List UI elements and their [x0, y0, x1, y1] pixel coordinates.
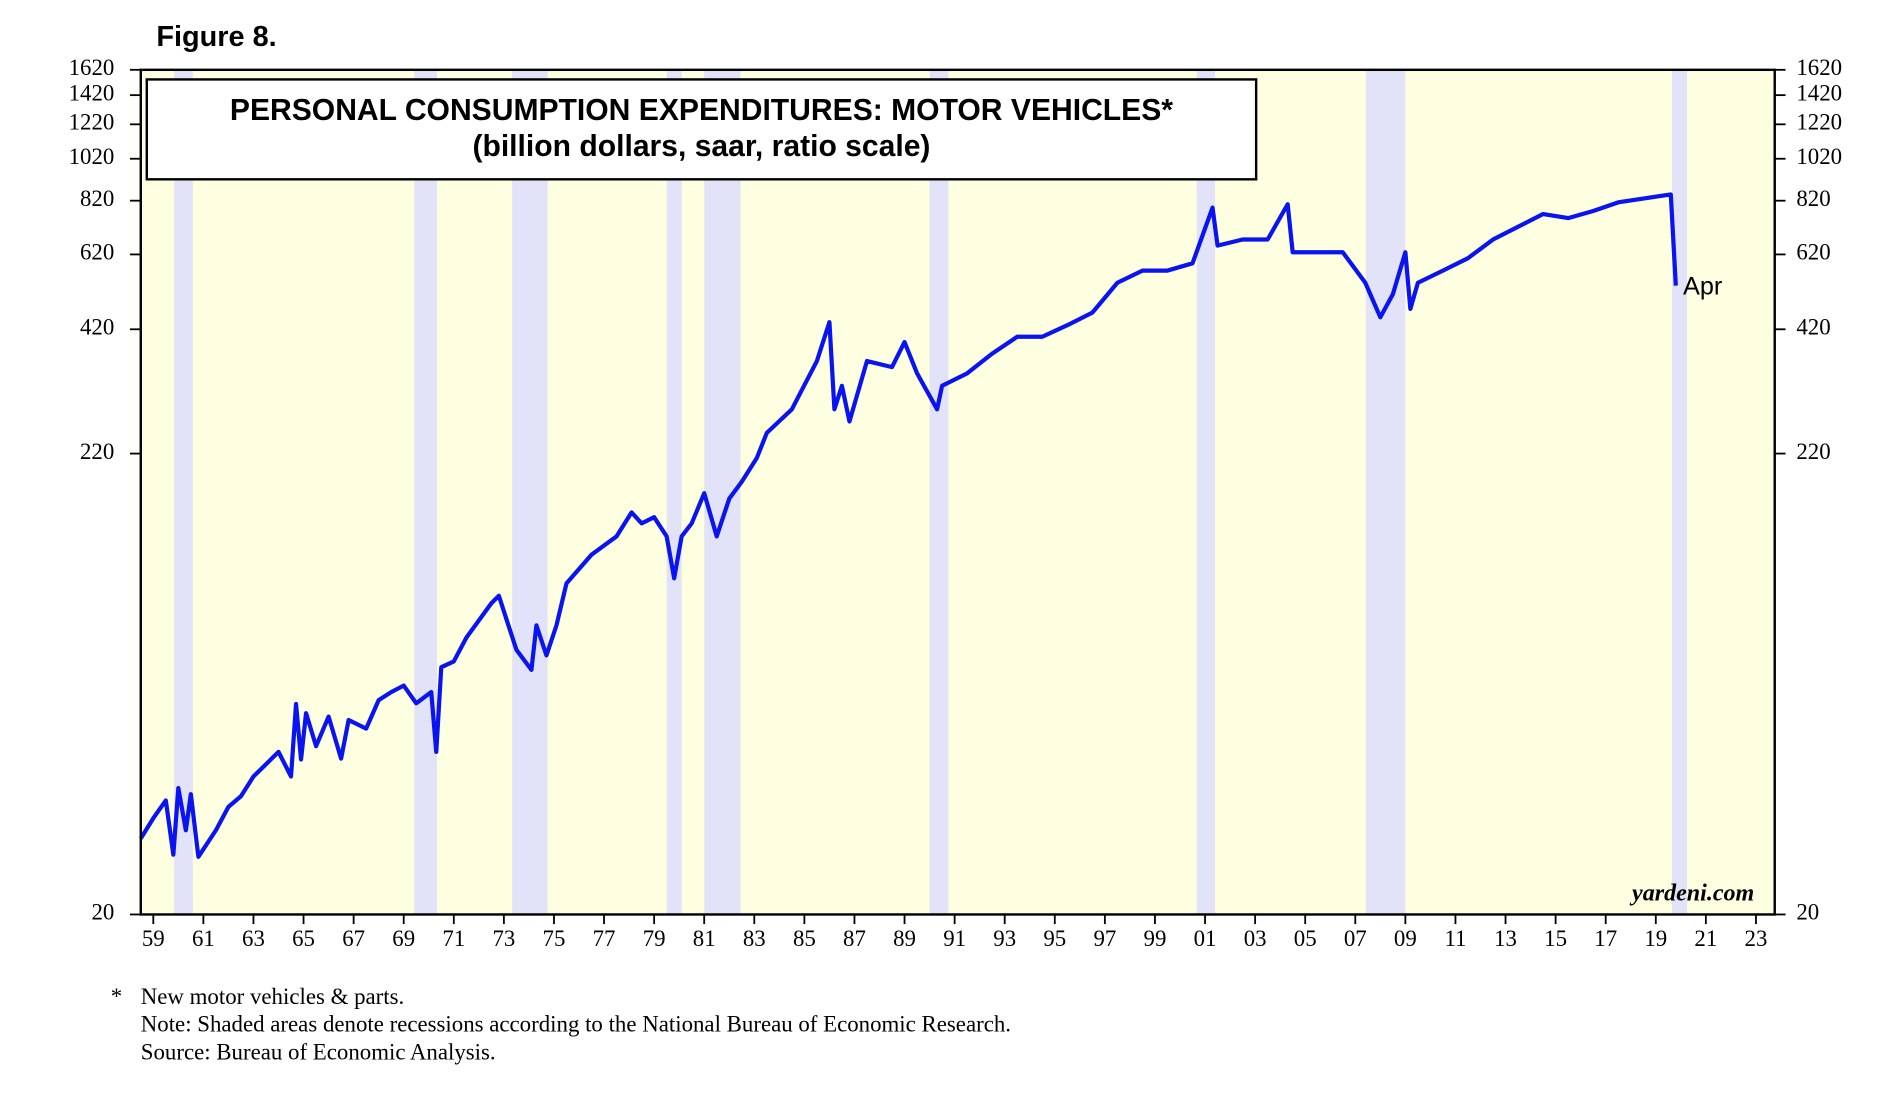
recession-band	[1196, 69, 1216, 915]
y-tick-label: 1020	[69, 144, 115, 169]
y2-tick-label: 820	[1796, 186, 1830, 211]
x-tick-label: 79	[643, 926, 666, 951]
x-tick-label: 19	[1644, 926, 1667, 951]
y2-tick-label: 1220	[1796, 110, 1842, 135]
y2-tick-label: 620	[1796, 240, 1830, 265]
x-tick-label: 71	[442, 926, 465, 951]
x-tick-label: 07	[1344, 926, 1367, 951]
x-tick-label: 63	[242, 926, 265, 951]
recession-layer	[174, 69, 1688, 915]
x-tick-label: 99	[1144, 926, 1167, 951]
y2-tick-label: 1620	[1796, 55, 1842, 80]
recession-band	[512, 69, 548, 915]
recession-band	[174, 69, 193, 915]
x-tick-label: 95	[1043, 926, 1066, 951]
x-tick-label: 59	[142, 926, 165, 951]
x-tick-label: 09	[1394, 926, 1417, 951]
x-tick-label: 23	[1745, 926, 1768, 951]
plot-background	[140, 69, 1775, 915]
y2-tick-label: 420	[1796, 315, 1830, 340]
x-tick-label: 61	[192, 926, 215, 951]
series-layer	[138, 192, 1678, 859]
x-tick-label: 11	[1444, 926, 1466, 951]
x-tick-label: 01	[1194, 926, 1217, 951]
title-box	[145, 78, 1258, 181]
y2-tick-label: 20	[1796, 900, 1819, 925]
x-tick-label: 05	[1294, 926, 1317, 951]
y-tick-label: 620	[80, 240, 114, 265]
recession-band	[414, 69, 438, 915]
x-tick-label: 87	[843, 926, 866, 951]
x-tick-label: 97	[1093, 926, 1116, 951]
x-tick-label: 17	[1594, 926, 1617, 951]
recession-band	[929, 69, 949, 915]
x-tick-label: 73	[492, 926, 515, 951]
y-tick-label: 20	[91, 900, 114, 925]
y2-tick-label: 1420	[1796, 80, 1842, 105]
recession-band	[1672, 69, 1688, 915]
y2-tick-label: 220	[1796, 439, 1830, 464]
x-tick-label: 69	[392, 926, 415, 951]
recession-band	[1365, 69, 1406, 915]
y-tick-label: 1620	[69, 55, 115, 80]
x-tick-label: 89	[893, 926, 916, 951]
footnote-marker: *	[111, 984, 122, 1009]
x-tick-label: 15	[1544, 926, 1567, 951]
x-tick-label: 81	[693, 926, 716, 951]
x-tick-label: 67	[342, 926, 365, 951]
source-mark: yardeni.com	[1629, 881, 1754, 907]
x-tick-label: 77	[593, 926, 616, 951]
x-tick-label: 91	[943, 926, 966, 951]
x-tick-label: 13	[1494, 926, 1517, 951]
chart-subtitle: (billion dollars, saar, ratio scale)	[472, 130, 930, 163]
footnote: Note: Shaded areas denote recessions acc…	[141, 1012, 1011, 1037]
series-line	[138, 192, 1678, 859]
y-tick-label: 220	[80, 439, 114, 464]
x-tick-label: 93	[993, 926, 1016, 951]
figure-label: Figure 8.	[156, 21, 276, 53]
x-tick-label: 75	[543, 926, 566, 951]
plot-frame	[139, 68, 1776, 916]
x-tick-label: 03	[1244, 926, 1267, 951]
chart-title: PERSONAL CONSUMPTION EXPENDITURES: MOTOR…	[230, 94, 1173, 127]
x-tick-label: 65	[292, 926, 315, 951]
footnote: Source: Bureau of Economic Analysis.	[141, 1039, 496, 1064]
x-tick-label: 21	[1694, 926, 1717, 951]
y-tick-label: 1220	[69, 110, 115, 135]
y-tick-label: 820	[80, 186, 114, 211]
y-tick-label: 420	[80, 315, 114, 340]
x-tick-label: 85	[793, 926, 816, 951]
y2-tick-label: 1020	[1796, 144, 1842, 169]
x-tick-label: 83	[743, 926, 766, 951]
y-tick-label: 1420	[69, 80, 115, 105]
recession-band	[666, 69, 682, 915]
annotation: Apr	[1683, 273, 1722, 301]
footnote: New motor vehicles & parts.	[141, 984, 404, 1009]
